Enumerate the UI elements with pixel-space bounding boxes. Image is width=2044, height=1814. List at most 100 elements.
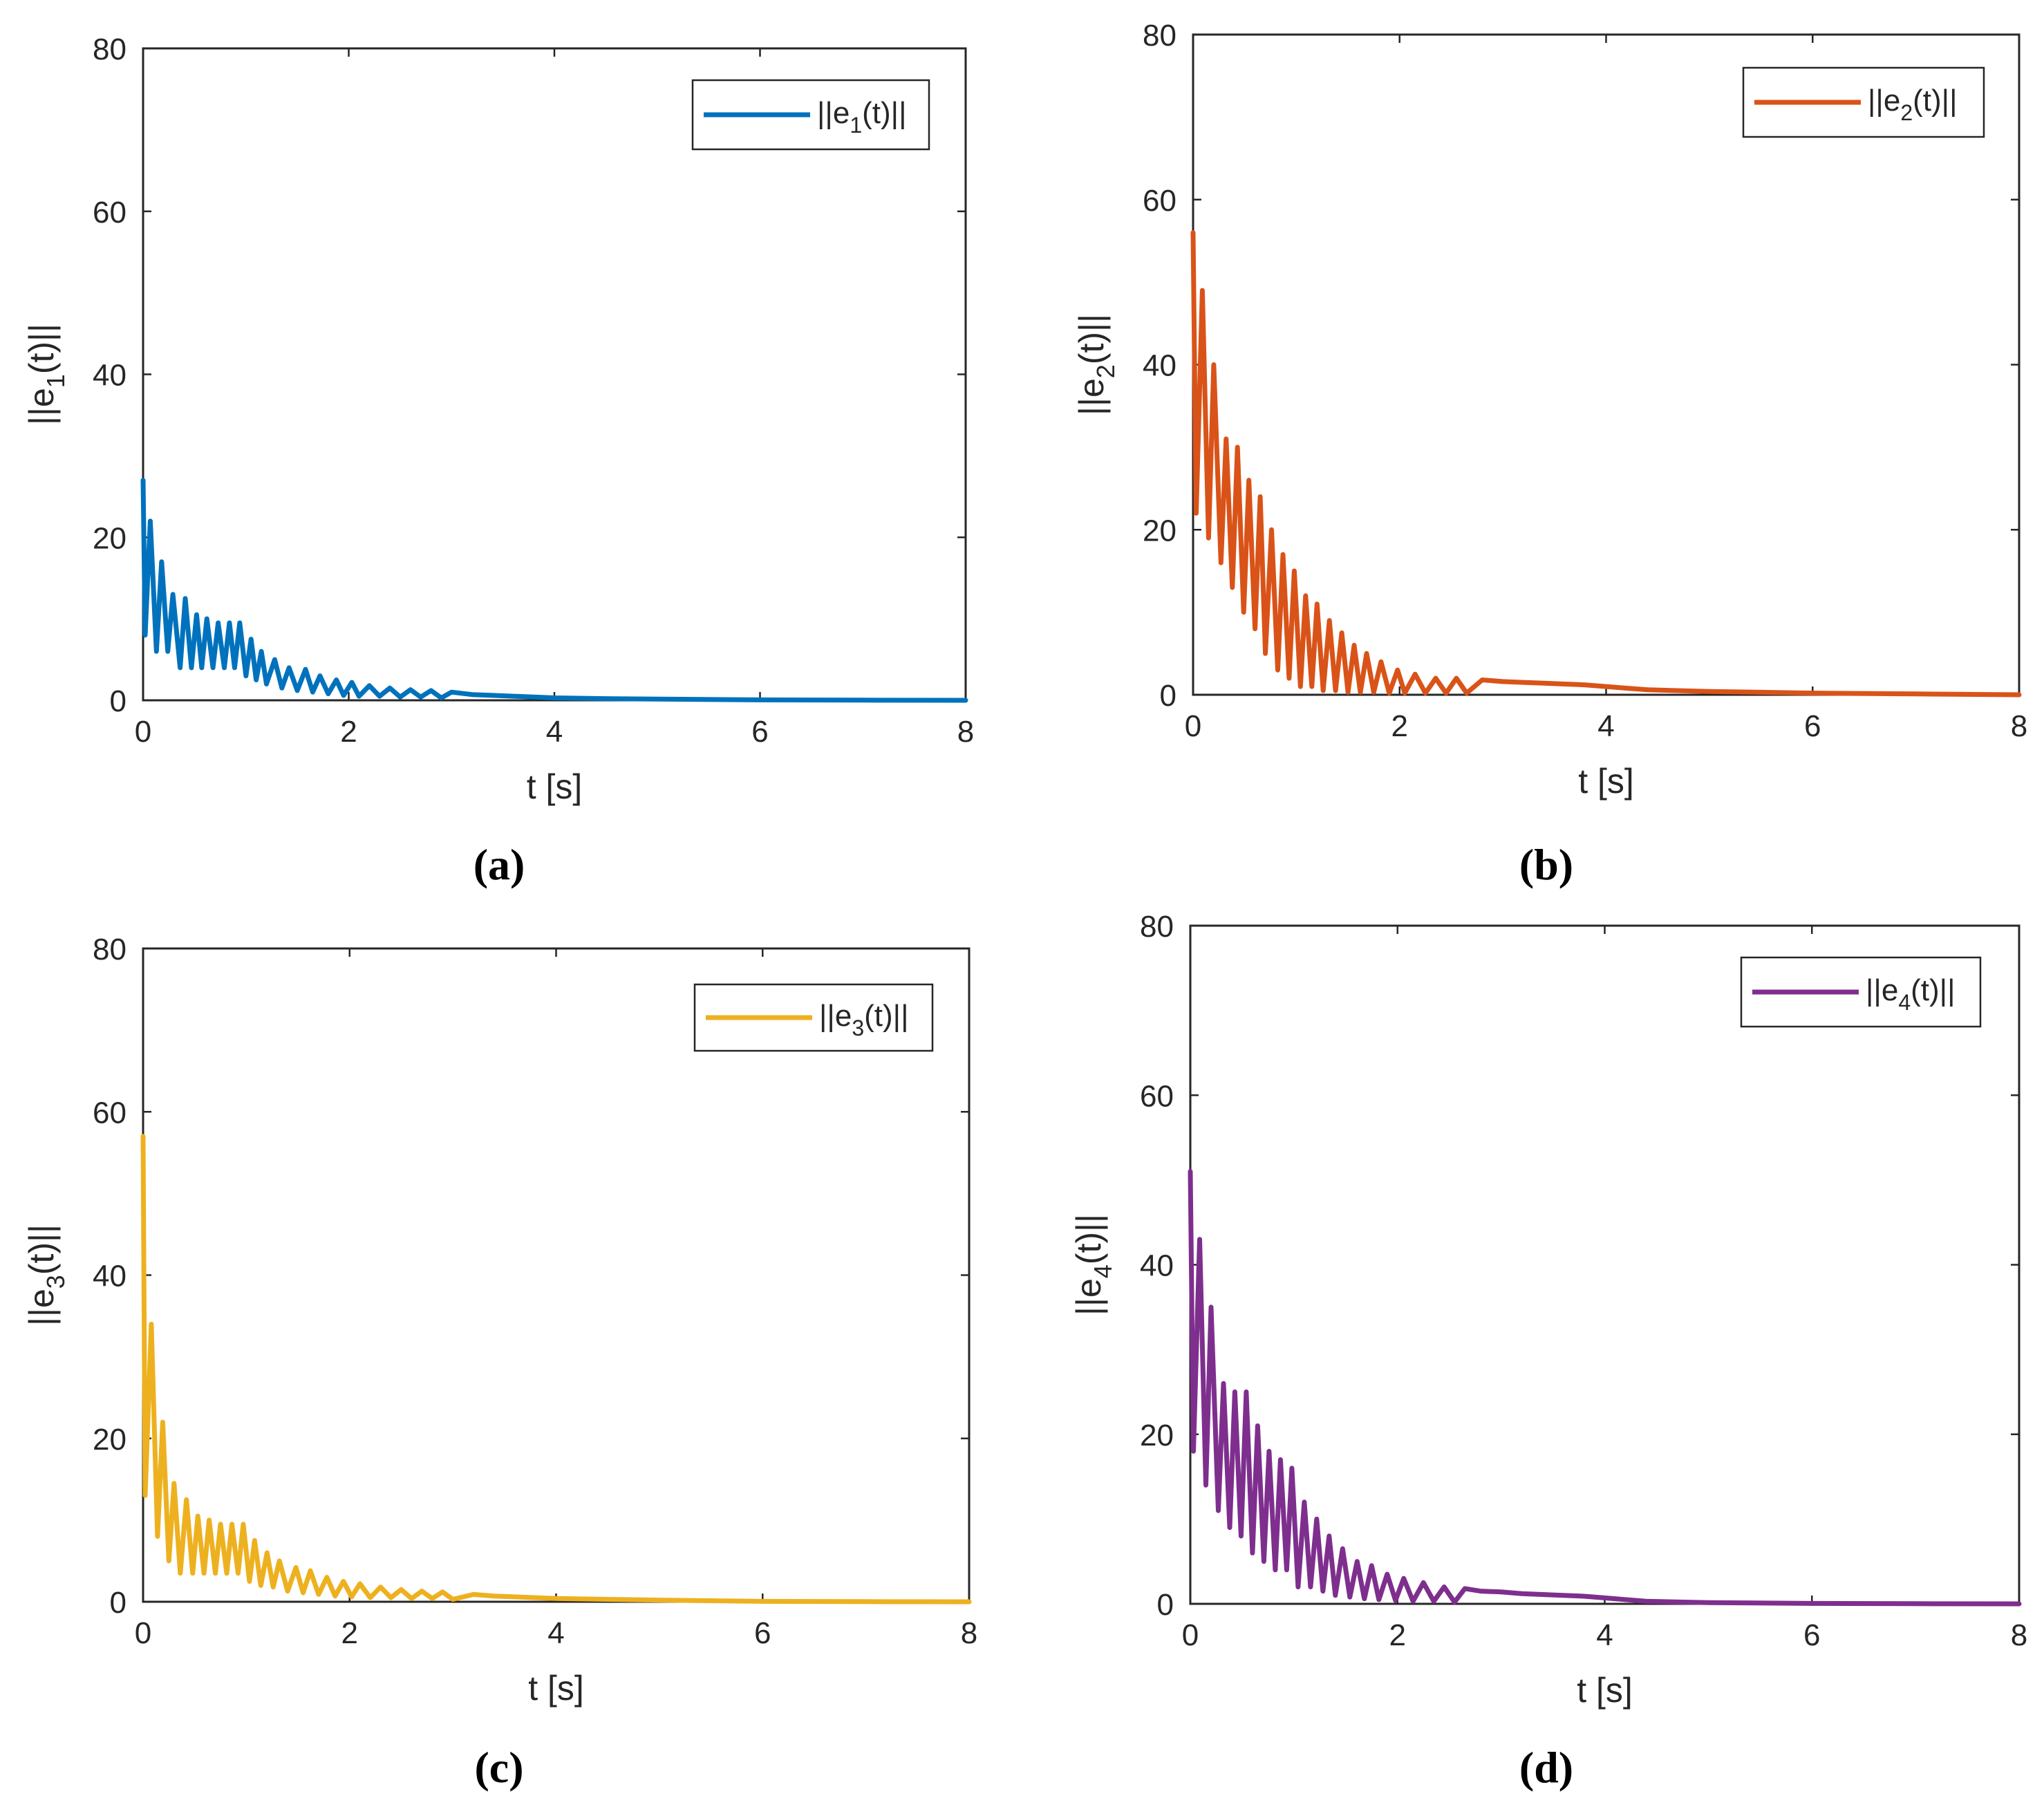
data-point [514,1596,516,1598]
data-point [1585,684,1586,686]
label-subscript: 2 [1900,100,1913,125]
label-prefix: ||e [1866,973,1898,1007]
y-tick-label: 60 [1143,184,1176,218]
data-point [234,667,235,668]
data-point [312,691,313,693]
x-tick-label: 4 [547,1616,564,1650]
data-point [1647,689,1648,691]
data-point [157,1536,158,1537]
data-point [513,695,514,697]
data-point [1366,653,1367,654]
data-point [224,667,225,668]
data-point [1208,537,1209,539]
data-point [1624,1599,1626,1600]
label-subscript: 2 [1091,364,1120,378]
data-point [1521,1593,1523,1594]
label-suffix: (t)|| [22,324,61,374]
y-tick-label: 40 [1140,1249,1174,1283]
label-subscript: 3 [852,1016,864,1040]
y-tick-label: 20 [1143,514,1176,548]
data-point [288,667,290,668]
x-tick-label: 8 [957,715,974,749]
data-point [172,594,174,595]
data-point [411,1598,412,1599]
legend-label: ||e1(t)|| [817,96,907,138]
data-point [319,675,321,677]
data-point [201,667,203,668]
label-suffix: (t)|| [1072,314,1111,364]
data-point [351,682,353,683]
data-point [142,1136,144,1137]
label-subscript: 4 [1898,990,1911,1015]
data-point [1265,653,1266,654]
x-axis-label: t [s] [1578,762,1634,801]
panel-label: (a) [474,840,525,889]
data-point [1371,1565,1372,1567]
x-tick-label: 2 [1389,1618,1406,1652]
data-point [1645,1600,1647,1602]
data-point [442,1591,443,1593]
data-point [1192,232,1194,233]
plot-area [1189,924,2020,1605]
data-point [1523,682,1524,683]
y-axis-label: ||e2(t)|| [1072,314,1120,415]
data-point [1190,1171,1191,1172]
x-tick-label: 8 [2011,709,2027,743]
data-point [343,1580,344,1582]
data-point [420,696,422,698]
legend: ||e1(t)|| [691,79,930,151]
y-tick-label: 80 [1140,910,1174,944]
y-tick-label: 0 [1157,1588,1174,1622]
label-prefix: ||e [1069,1278,1108,1316]
data-point [1268,1450,1270,1452]
data-point [1311,686,1313,687]
x-tick-label: 4 [1597,709,1614,743]
legend-label: ||e2(t)|| [1868,84,1958,125]
data-point [1282,554,1284,555]
x-tick-label: 6 [751,715,768,749]
x-tick-label: 2 [340,715,357,749]
data-point [351,1596,353,1598]
data-point [400,1589,402,1590]
x-tick-label: 2 [1391,709,1408,743]
y-tick-label: 20 [93,521,126,555]
data-point [1626,687,1627,689]
x-tick-label: 0 [1185,709,1201,743]
data-point [161,561,162,563]
data-point [762,1600,763,1602]
data-point [254,1540,255,1541]
data-point [1364,1598,1365,1600]
x-tick-label: 4 [1596,1618,1613,1652]
x-tick-label: 2 [341,1616,358,1650]
y-axis-label: ||e4(t)|| [1069,1214,1117,1316]
legend-box [1742,66,1985,138]
data-point [1412,1600,1414,1602]
data-point [471,694,473,695]
data-point [1195,512,1197,514]
data-point [1373,691,1374,693]
data-point [1199,1239,1200,1240]
data-point [451,691,452,693]
y-tick-label: 80 [93,933,126,966]
legend: ||e2(t)|| [1742,66,1985,138]
data-point [1915,693,1917,695]
panel-label: (b) [1519,840,1573,889]
legend-label: ||e4(t)|| [1866,973,1956,1015]
data-point [1259,496,1261,497]
data-point [1293,570,1295,572]
data-point [249,1580,250,1582]
data-point [1349,1596,1351,1598]
x-tick-label: 6 [754,1616,771,1650]
plot-area [142,47,967,702]
series-line [140,1134,972,1605]
label-prefix: ||e [22,1289,61,1326]
y-tick-label: 0 [110,684,126,718]
data-point [431,1598,433,1599]
y-tick-label: 80 [1143,19,1176,53]
data-point [167,651,169,652]
data-point [865,1601,867,1602]
data-point [1201,290,1203,291]
